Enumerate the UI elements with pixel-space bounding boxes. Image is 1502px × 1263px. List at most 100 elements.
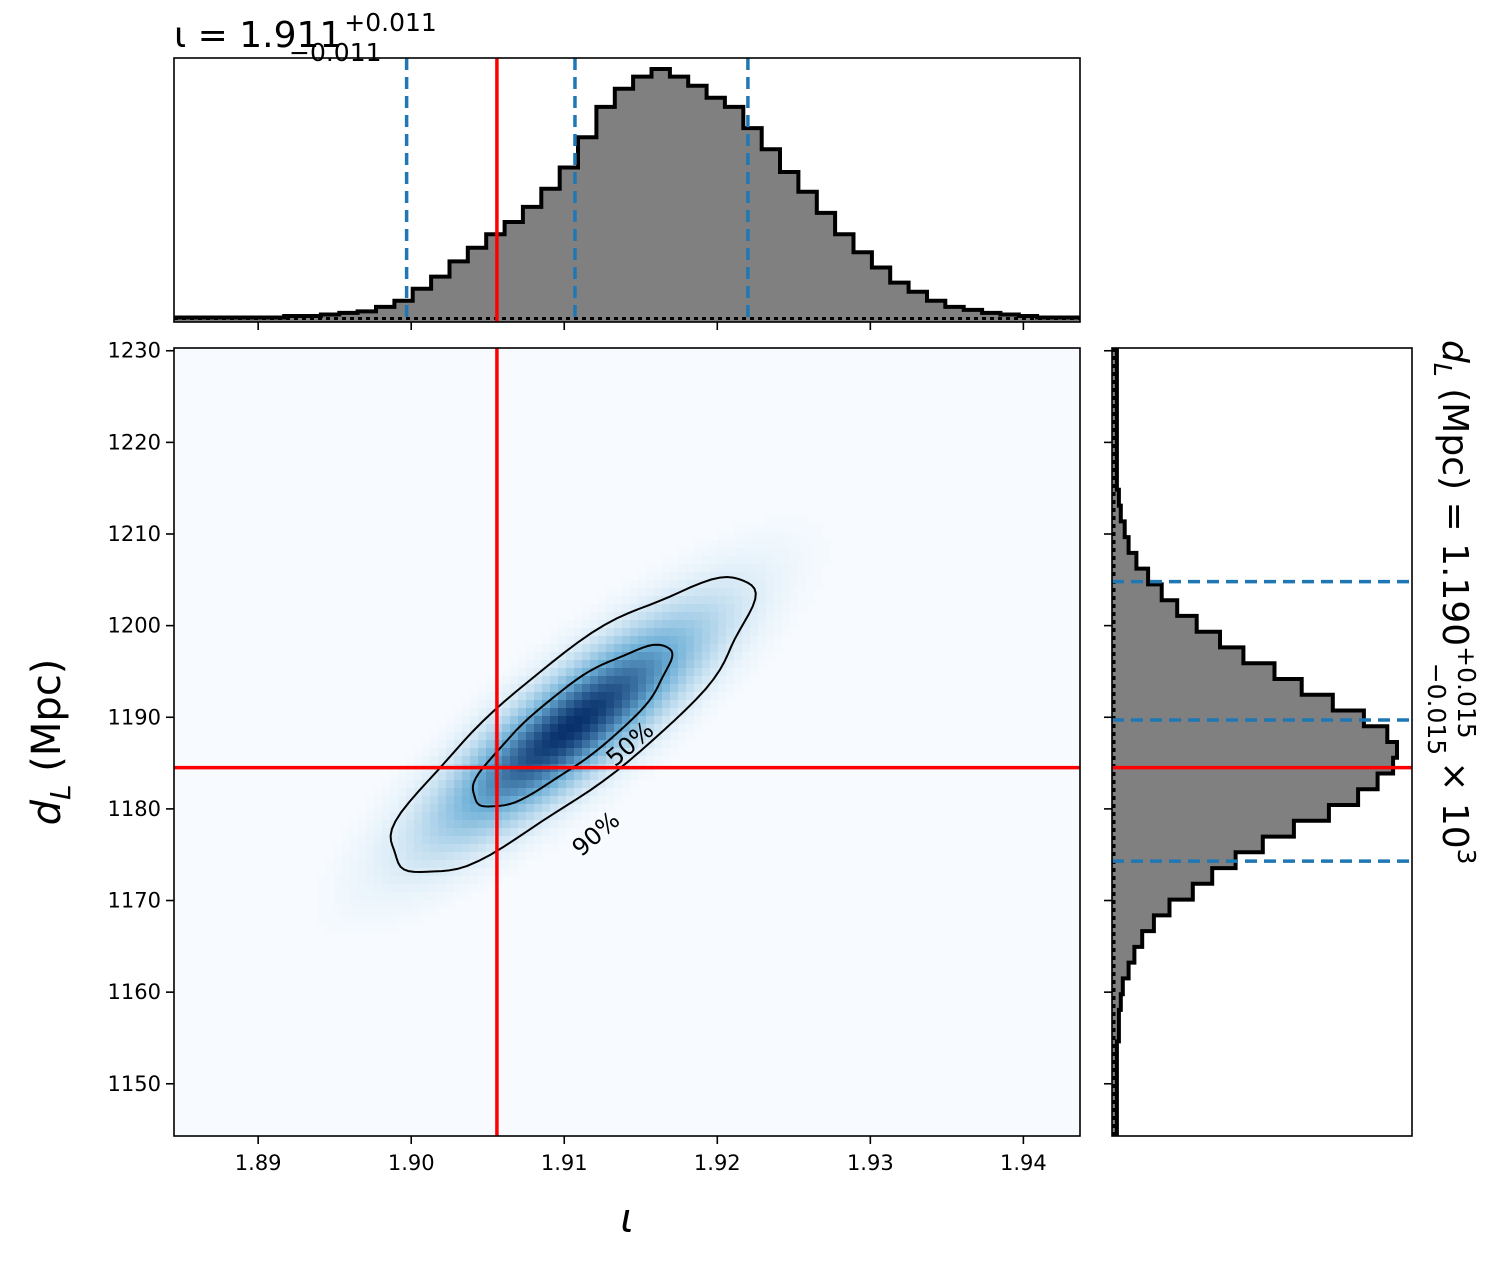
- density-cell: [414, 916, 423, 925]
- density-cell: [662, 564, 671, 573]
- density-cell: [526, 708, 535, 717]
- density-cell: [414, 892, 423, 901]
- density-cell: [462, 740, 471, 749]
- density-cell: [422, 804, 431, 813]
- density-cell: [550, 644, 559, 653]
- density-cell: [742, 676, 751, 685]
- density-cell: [614, 708, 623, 717]
- density-cell: [766, 628, 775, 637]
- y-tick-label: 1210: [108, 522, 161, 546]
- density-cell: [662, 756, 671, 765]
- density-cell: [710, 604, 719, 613]
- density-cell: [718, 556, 727, 565]
- x-tick-label: 1.92: [694, 1151, 741, 1175]
- density-cell: [510, 852, 519, 861]
- density-cell: [582, 796, 591, 805]
- density-cell: [470, 812, 479, 821]
- density-cell: [654, 612, 663, 621]
- density-cell: [350, 924, 359, 933]
- density-cell: [398, 780, 407, 789]
- density-cell: [382, 868, 391, 877]
- density-cell: [430, 804, 439, 813]
- density-cell: [510, 796, 519, 805]
- density-cell: [750, 628, 759, 637]
- density-cell: [566, 804, 575, 813]
- density-cell: [814, 556, 823, 565]
- density-cell: [814, 572, 823, 581]
- top-histogram-panel: ι = 1.911+0.011 −0.011: [173, 8, 1081, 330]
- density-cell: [422, 844, 431, 853]
- density-cell: [398, 772, 407, 781]
- density-cell: [462, 756, 471, 765]
- density-cell: [558, 700, 567, 709]
- density-cell: [350, 844, 359, 853]
- density-cell: [518, 716, 527, 725]
- density-cell: [694, 652, 703, 661]
- density-cell: [422, 772, 431, 781]
- density-cell: [542, 684, 551, 693]
- density-cell: [750, 652, 759, 661]
- density-cell: [406, 836, 415, 845]
- density-cell: [398, 868, 407, 877]
- density-cell: [766, 620, 775, 629]
- density-cell: [638, 588, 647, 597]
- density-cell: [470, 884, 479, 893]
- density-cell: [574, 804, 583, 813]
- density-cell: [662, 700, 671, 709]
- density-cell: [486, 700, 495, 709]
- density-cell: [366, 908, 375, 917]
- density-cell: [366, 836, 375, 845]
- density-cell: [726, 596, 735, 605]
- density-cell: [726, 612, 735, 621]
- density-cell: [686, 612, 695, 621]
- density-cell: [486, 732, 495, 741]
- density-cell: [614, 684, 623, 693]
- contour-90-percent: [389, 575, 757, 874]
- density-cell: [806, 564, 815, 573]
- density-cell: [718, 604, 727, 613]
- density-cell: [550, 796, 559, 805]
- density-cell: [614, 772, 623, 781]
- density-cell: [406, 828, 415, 837]
- density-cell: [822, 540, 831, 549]
- density-cell: [342, 924, 351, 933]
- density-cell: [534, 796, 543, 805]
- density-cell: [798, 588, 807, 597]
- density-cell: [694, 572, 703, 581]
- density-cell: [774, 588, 783, 597]
- density-cell: [798, 572, 807, 581]
- density-cell: [518, 836, 527, 845]
- density-cell: [790, 620, 799, 629]
- density-cell: [614, 780, 623, 789]
- density-cell: [582, 660, 591, 669]
- density-cell: [678, 564, 687, 573]
- density-cell: [414, 836, 423, 845]
- density-cell: [526, 684, 535, 693]
- density-cell: [374, 836, 383, 845]
- density-cell: [646, 636, 655, 645]
- density-cell: [462, 860, 471, 869]
- density-cell: [358, 876, 367, 885]
- density-cell: [454, 796, 463, 805]
- density-cell: [774, 580, 783, 589]
- dl-quantile-lines: [1112, 579, 1412, 863]
- density-cell: [686, 724, 695, 733]
- density-cell: [390, 876, 399, 885]
- density-cell: [366, 804, 375, 813]
- density-cell: [614, 604, 623, 613]
- density-cell: [478, 716, 487, 725]
- density-cell: [510, 732, 519, 741]
- density-cell: [510, 668, 519, 677]
- density-cell: [318, 908, 327, 917]
- iota-histogram-fill: [174, 69, 1080, 322]
- density-cell: [550, 652, 559, 661]
- density-cell: [710, 652, 719, 661]
- density-cell: [646, 596, 655, 605]
- density-cell: [614, 740, 623, 749]
- density-cell: [486, 692, 495, 701]
- density-cell: [630, 628, 639, 637]
- density-cell: [662, 620, 671, 629]
- density-cell: [630, 636, 639, 645]
- density-cell: [566, 676, 575, 685]
- density-cell: [358, 868, 367, 877]
